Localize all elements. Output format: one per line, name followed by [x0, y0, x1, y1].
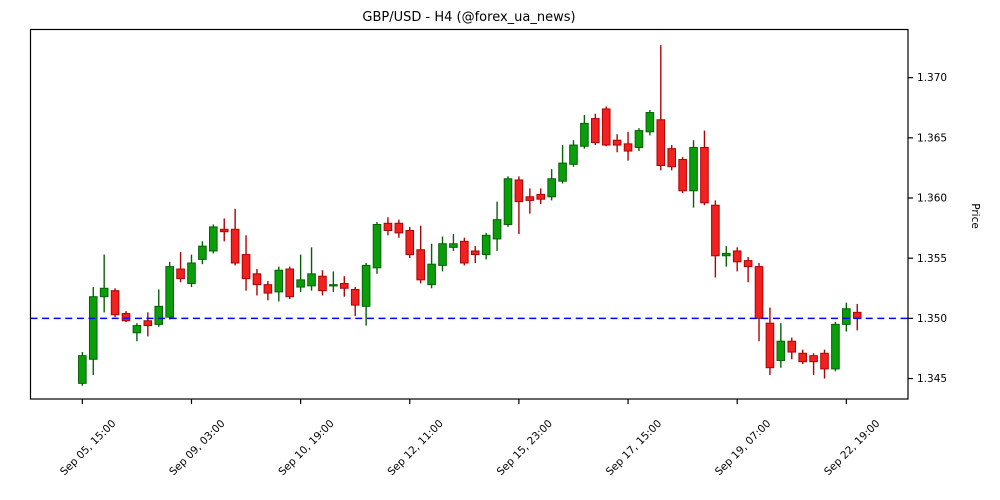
candle-down: [241, 254, 251, 280]
candle-up: [580, 122, 589, 147]
candle-down: [601, 108, 611, 146]
candle-down: [591, 118, 600, 144]
candle-down: [339, 282, 349, 289]
chart-title: GBP/USD - H4 (@forex_ua_news): [362, 10, 575, 25]
candle-up: [209, 226, 218, 252]
candle-down: [700, 146, 709, 204]
candle-down: [514, 179, 524, 203]
candle-down: [798, 352, 807, 363]
candle-down: [809, 355, 818, 363]
candle-down: [350, 288, 360, 306]
y-tick-label: 1.360: [917, 193, 947, 205]
y-tick-label: 1.370: [917, 72, 947, 84]
candle-up: [154, 305, 164, 325]
candle-down: [536, 193, 546, 200]
candle-up: [842, 308, 851, 325]
candle-down: [110, 290, 120, 316]
candle-down: [732, 250, 742, 263]
candle-up: [721, 252, 731, 257]
candle-down: [394, 222, 404, 234]
candle-up: [78, 355, 87, 384]
candle-up: [645, 112, 655, 133]
candle-down: [711, 204, 720, 257]
candle-down: [252, 273, 262, 286]
candle-down: [416, 249, 425, 281]
candle-down: [383, 222, 393, 231]
candle-up: [307, 273, 316, 287]
y-axis: 1.345 1.350 1.355 1.360 1.365 1.370: [908, 72, 947, 385]
candle-down: [470, 250, 480, 256]
candle-up: [558, 162, 567, 182]
candle-down: [285, 268, 295, 298]
y-tick-label: 1.345: [917, 373, 947, 385]
candle-down: [318, 275, 327, 292]
y-axis-title: Price: [969, 203, 981, 229]
candle-down: [765, 322, 775, 369]
candle-down: [743, 260, 753, 268]
y-tick-label: 1.365: [917, 132, 947, 144]
candle-up: [831, 323, 840, 370]
candle-up: [187, 262, 196, 284]
candle-up: [198, 245, 207, 260]
candle-up: [634, 130, 644, 148]
candle-up: [132, 325, 142, 334]
candle-up: [569, 144, 578, 165]
candle-down: [820, 352, 829, 370]
candle-down: [230, 228, 240, 264]
candle-down: [460, 240, 469, 264]
candle-up: [689, 146, 698, 192]
candle-down: [612, 139, 622, 146]
candle-down: [623, 143, 633, 152]
candle-up: [274, 269, 284, 293]
candle-down: [656, 119, 666, 167]
candle-up: [165, 266, 174, 318]
candle-down: [405, 229, 415, 256]
candle-up: [427, 263, 436, 286]
candle-up: [99, 287, 109, 298]
candle-down: [525, 196, 535, 201]
candle-down: [263, 284, 273, 294]
candle-down: [678, 158, 687, 192]
plot-frame: [29, 28, 909, 400]
candle-up: [372, 223, 382, 269]
candle-up: [449, 243, 458, 248]
candle-up: [438, 243, 447, 266]
candle-down: [219, 228, 229, 233]
candle-down: [667, 148, 677, 168]
candle-down: [143, 320, 153, 327]
candle-down: [121, 313, 131, 322]
candle-down: [176, 268, 185, 280]
candle-down: [754, 266, 764, 319]
candle-down: [852, 311, 862, 319]
candle-up: [296, 279, 305, 288]
candle-up: [503, 178, 513, 225]
candles-layer: [78, 45, 862, 386]
y-tick-label: 1.350: [917, 313, 947, 325]
candle-down: [787, 340, 797, 353]
candle-up: [547, 178, 556, 198]
y-tick-label: 1.355: [917, 253, 947, 265]
plot-border: [29, 28, 909, 400]
candle-up: [776, 340, 786, 361]
candle-up: [361, 264, 371, 307]
candle-up: [492, 219, 502, 240]
candle-up: [481, 234, 491, 256]
candle-up: [88, 296, 98, 360]
candle-up: [329, 284, 338, 287]
